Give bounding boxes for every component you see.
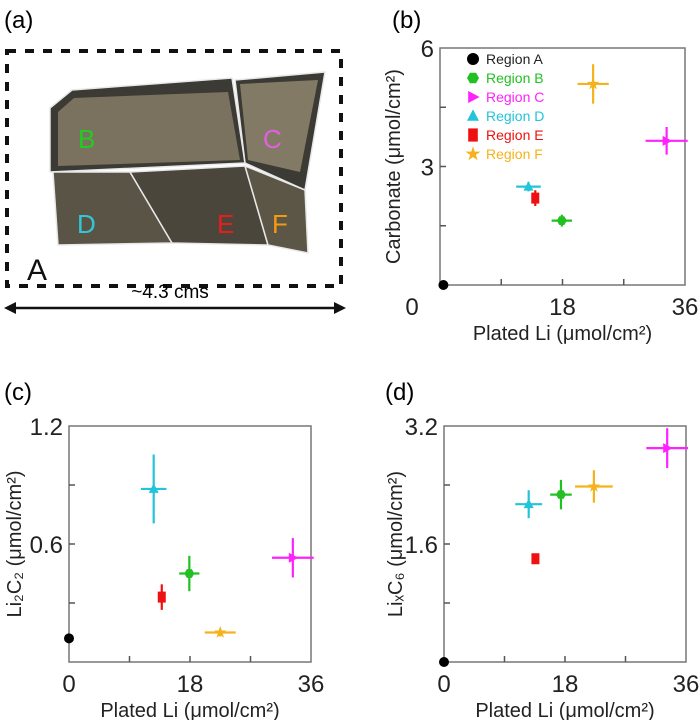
x-axis-label: Plated Li (μmol/cm²) (475, 700, 654, 720)
data-point-region-b (550, 479, 572, 510)
data-point-region-e (531, 190, 540, 206)
marker-star-icon (214, 626, 227, 638)
data-point-region-d (516, 181, 541, 192)
legend-item-label: Region E (486, 127, 544, 143)
piece-f (243, 164, 309, 254)
y-tick-label: 3.2 (405, 414, 438, 441)
y-tick-label: 1.2 (30, 414, 63, 441)
y-axis-label: LiₓC₆ (μmol/cm²) (385, 471, 407, 617)
x-tick-label: 0 (437, 671, 450, 698)
data-point-region-b (179, 555, 200, 592)
plot-frame (439, 47, 686, 286)
y-axis-label: Carbonate (μmol/cm²) (383, 69, 405, 264)
region-a-dashed-border (5, 49, 343, 288)
marker-triangle-right-icon (663, 443, 673, 454)
panel-label-b: (b) (392, 7, 421, 34)
marker-square-icon (531, 192, 540, 204)
x-axis-label: Plated Li (μmol/cm²) (473, 323, 652, 345)
y-tick-label: 0.6 (30, 532, 63, 559)
x-tick-label: 18 (549, 294, 576, 321)
marker-star-icon (586, 77, 600, 90)
legend-item-label: Region A (486, 51, 543, 67)
x-tick-label: 36 (672, 294, 699, 321)
legend-item-label: Region B (486, 70, 544, 86)
scale-arrow (4, 302, 346, 314)
region-a-label: A (27, 254, 47, 287)
legend-marker-star-icon (465, 146, 481, 161)
data-point-region-c (646, 428, 689, 469)
electrode-photo: A B C D E F ~4.3 cms (4, 49, 346, 314)
marker-triangle-up-icon (148, 483, 159, 493)
marker-circle-icon (439, 657, 449, 667)
y-tick-label: 1.6 (405, 532, 438, 559)
plot-frame (68, 425, 312, 663)
data-point-region-c (272, 538, 314, 578)
legend-marker-triangle-right-icon (468, 91, 480, 103)
legend-item-label: Region D (486, 108, 544, 124)
legend-item-label: Region F (486, 146, 543, 162)
marker-square-icon (531, 553, 540, 565)
data-point-region-a (438, 280, 449, 290)
data-point-region-f (204, 626, 236, 638)
region-e-label: E (217, 209, 234, 239)
region-d-label: D (77, 209, 96, 239)
marker-triangle-up-icon (523, 498, 534, 509)
marker-triangle-right-icon (288, 552, 299, 563)
data-point-region-a (439, 657, 449, 667)
data-point-region-d (515, 490, 543, 519)
marker-triangle-up-icon (523, 181, 534, 191)
region-b-label: B (78, 124, 95, 154)
panel-label-a: (a) (4, 7, 33, 34)
legend: Region A Region B Region C Region D Region E… (465, 51, 544, 162)
marker-circle-icon (64, 633, 74, 644)
scale-label: ~4.3 cms (131, 282, 209, 303)
y-tick-label: 3 (421, 155, 434, 182)
panel-label-d: (d) (385, 379, 414, 406)
x-tick-label: 18 (552, 671, 579, 698)
marker-hexagon-icon (556, 216, 567, 225)
data-point-region-c (645, 127, 688, 155)
marker-hexagon-icon (555, 490, 566, 499)
y-tick-label: 6 (421, 36, 434, 63)
data-point-region-a (64, 633, 74, 644)
legend-marker-hexagon-icon (467, 72, 479, 84)
y-axis-label: Li₂C₂ (μmol/cm²) (4, 470, 26, 617)
data-point-region-e (531, 553, 540, 565)
legend-marker-triangle-up-icon (467, 109, 479, 121)
marker-hexagon-icon (184, 569, 195, 578)
plot-frame (443, 425, 687, 663)
x-axis-label: Plated Li (μmol/cm²) (100, 700, 279, 720)
legend-item-label: Region C (486, 89, 544, 105)
region-f-label: F (272, 209, 288, 239)
legend-marker-square-icon (468, 128, 478, 142)
marker-circle-icon (438, 280, 449, 290)
panel-label-c: (c) (4, 379, 32, 406)
data-point-region-e (157, 584, 166, 610)
x-tick-label: 36 (673, 671, 700, 698)
chart-d: 0 18 36 1.6 3.2 Plated Li (μmol/cm²) LiₓC₆ (μm… (385, 414, 699, 720)
chart-c: 0 18 36 0.6 1.2 Plated Li (μmol/cm²) Li₂C₂ (μm… (4, 414, 324, 720)
data-point-region-d (140, 454, 167, 524)
x-tick-label: 36 (298, 671, 325, 698)
marker-square-icon (157, 591, 166, 603)
marker-star-icon (587, 479, 601, 492)
data-point-region-f (577, 64, 609, 104)
x-tick-label: 0 (405, 294, 418, 321)
data-point-region-b (551, 214, 573, 227)
x-tick-label: 18 (177, 671, 204, 698)
region-c-label: C (263, 124, 282, 154)
marker-triangle-right-icon (662, 135, 673, 146)
x-tick-label: 0 (62, 671, 75, 698)
data-point-region-f (575, 470, 613, 503)
legend-marker-circle-icon (467, 53, 479, 65)
